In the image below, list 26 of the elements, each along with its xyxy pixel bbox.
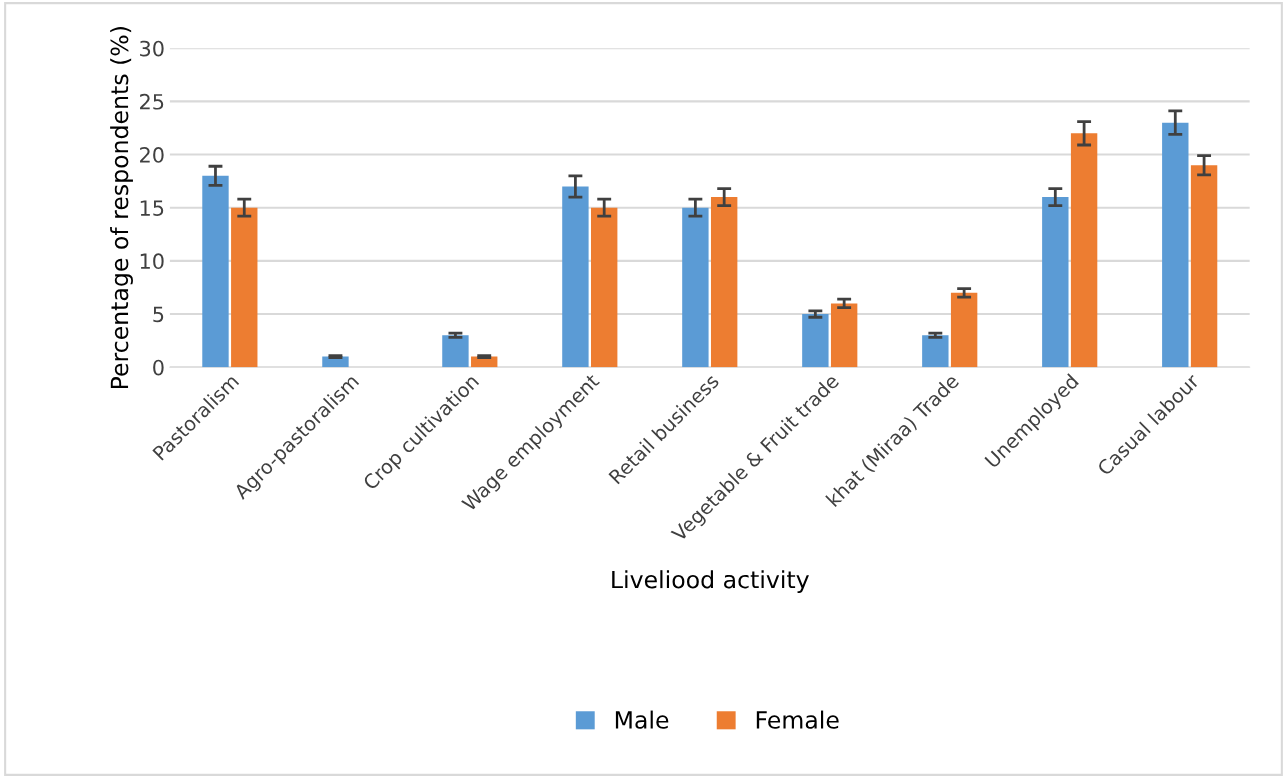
- y-tick-label: 10: [140, 253, 164, 270]
- legend-label: Male: [615, 710, 669, 729]
- bar: [1042, 197, 1069, 368]
- bar: [682, 207, 709, 368]
- bar: [562, 186, 589, 368]
- bar: [591, 207, 618, 368]
- bar: [202, 175, 229, 368]
- y-tick-label: 25: [140, 93, 164, 110]
- y-tick-label: 15: [140, 200, 164, 216]
- bar: [1162, 122, 1189, 368]
- y-tick-label: 20: [140, 147, 164, 163]
- bar: [1070, 133, 1098, 368]
- bar: [442, 335, 469, 368]
- y-axis-title: Percentage of respondents (%): [110, 27, 133, 389]
- y-tick-label: 30: [140, 40, 164, 57]
- bar: [710, 197, 738, 368]
- legend-label: Female: [756, 710, 839, 729]
- bar: [1190, 165, 1218, 368]
- x-axis-title: Liveliood activity: [612, 570, 809, 594]
- bar: [830, 303, 858, 368]
- bar: [922, 335, 949, 368]
- bar: [231, 207, 258, 368]
- bar: [802, 314, 829, 368]
- y-tick-label: 5: [153, 306, 164, 323]
- bar: [950, 292, 978, 368]
- y-tick-label: 0: [153, 359, 164, 376]
